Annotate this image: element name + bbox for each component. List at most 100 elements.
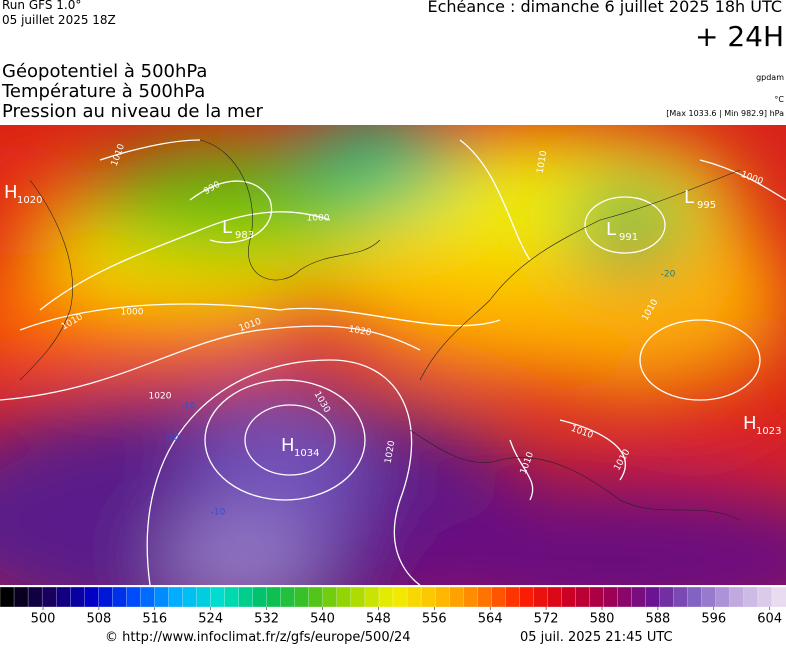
center-value: 1034 (294, 448, 319, 459)
colorbar-swatch (673, 586, 689, 608)
colorbar-swatch (392, 586, 408, 608)
colorbar-swatch (238, 586, 254, 608)
run: Run GFS 1.0° (2, 0, 82, 12)
colorbar-tick-label: 508 (86, 612, 111, 627)
colorbar-swatch (645, 586, 661, 608)
isobar-label: 1020 (348, 325, 373, 339)
colorbar-swatch (55, 586, 71, 608)
colorbar-swatch (41, 586, 57, 608)
center-value: 995 (697, 200, 716, 211)
colorbar-tick-label: 548 (366, 612, 391, 627)
colorbar-swatch (477, 586, 492, 608)
colorbar-swatch (519, 586, 535, 608)
colorbar-swatch (463, 586, 478, 608)
unit: °C (774, 95, 784, 104)
colorbar-tick-label: 500 (31, 612, 56, 627)
coastlines (19, 139, 741, 521)
temperature-label: -10 (181, 402, 196, 412)
unit: [Max 1033.6 | Min 982.9] hPa (666, 109, 784, 118)
colorbar-swatch (112, 586, 127, 608)
colorbar-tick-label: 524 (198, 612, 223, 627)
center-letter: L (684, 187, 694, 208)
colorbar-swatch (154, 586, 170, 608)
center-value: 1020 (17, 195, 42, 206)
colorbar-swatch (126, 586, 142, 608)
colorbar-swatch (701, 586, 717, 608)
colorbar-swatch (406, 586, 422, 608)
colorbar-swatch (659, 586, 675, 608)
colorbar-swatch (210, 586, 226, 608)
temperature-label: -10 (211, 508, 226, 518)
colorbar-tick-label: 556 (422, 612, 447, 627)
colorbar-swatch (27, 586, 43, 608)
colorbar-swatch (336, 586, 352, 608)
colorbar-swatch (280, 586, 296, 608)
isobar-label: 1000 (121, 308, 144, 318)
colorbar-swatch (434, 586, 450, 608)
colorbar-swatch (505, 586, 520, 608)
run-date: 05 juillet 2025 18Z (2, 13, 116, 27)
timestamp: 05 juil. 2025 21:45 UTC (520, 630, 673, 645)
colorbar-swatch (364, 586, 380, 608)
isobar-label: 1010 (536, 150, 550, 175)
colorbar-swatch (771, 586, 786, 608)
colorbar-swatch (589, 586, 605, 608)
colorbar-tick-label: 596 (701, 612, 726, 627)
field: Pression au niveau de la mer (2, 101, 263, 122)
valid-time: Echéance : dimanche 6 juillet 2025 18h U… (427, 0, 782, 16)
colorbar-swatch (687, 586, 703, 608)
colorbar-swatch (757, 586, 773, 608)
colorbar-swatch (224, 586, 240, 608)
colorbar-tick-label: 572 (534, 612, 559, 627)
colorbar-swatch (631, 586, 647, 608)
colorbar-swatch (266, 586, 282, 608)
colorbar-swatch (322, 586, 338, 608)
colorbar-swatch (561, 586, 577, 608)
colorbar-swatch (547, 586, 563, 608)
colorbar-swatch (378, 586, 394, 608)
colorbar-swatch (491, 586, 506, 608)
center-value: 991 (619, 232, 638, 243)
center-letter: H (281, 435, 295, 456)
colorbar-swatch (196, 586, 212, 608)
temperature-label: -10 (165, 434, 180, 444)
colorbar-tick-label: 540 (310, 612, 335, 627)
colorbar-swatch (182, 586, 198, 608)
colorbar-swatch (140, 586, 156, 608)
isobars (0, 139, 786, 585)
isobar-label: 1000 (307, 214, 330, 224)
colorbar-swatch (13, 586, 29, 608)
colorbar-swatch (350, 586, 366, 608)
colorbar-tick-label: 604 (757, 612, 782, 627)
colorbar-swatch (84, 586, 99, 608)
colorbar-swatch (533, 586, 549, 608)
field: Géopotentiel à 500hPa (2, 61, 208, 82)
colorbar-swatch (70, 586, 85, 608)
center-letter: L (606, 219, 616, 240)
isobar-label: 1020 (384, 440, 398, 465)
colorbar-swatch (743, 586, 759, 608)
colorbar-swatch (252, 586, 268, 608)
center-letter: H (4, 182, 18, 203)
center-value: 983 (235, 230, 254, 241)
colorbar-swatch (617, 586, 633, 608)
colorbar-swatch (448, 586, 464, 608)
colorbar-swatch (294, 586, 310, 608)
colorbar-swatch (168, 586, 184, 608)
temperature-label: -20 (661, 270, 676, 280)
isobar-label: 1020 (149, 392, 172, 402)
colorbar-swatch (0, 586, 15, 608)
colorbar-swatch (98, 586, 113, 608)
field: Température à 500hPa (2, 81, 206, 102)
colorbar-tick-label: 516 (142, 612, 167, 627)
center-value: 1023 (756, 426, 781, 437)
colorbar-tick-label: 580 (590, 612, 615, 627)
colorbar-tick-label: 588 (645, 612, 670, 627)
lead-time: + 24H (694, 20, 784, 53)
colorbar-swatch (308, 586, 324, 608)
colorbar-tick-label: 564 (478, 612, 503, 627)
colorbar-swatch (729, 586, 745, 608)
center-letter: L (222, 217, 232, 238)
